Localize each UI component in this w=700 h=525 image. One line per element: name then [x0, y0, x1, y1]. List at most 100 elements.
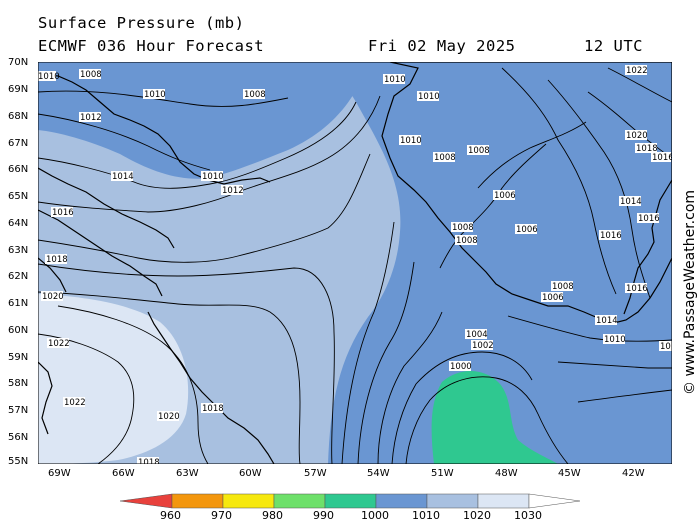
lat-label: 58N — [8, 378, 29, 389]
isobar-label: 1016 — [652, 153, 672, 163]
lat-label: 65N — [8, 191, 29, 202]
scale-label: 1000 — [361, 509, 389, 522]
lon-label: 48W — [495, 468, 518, 479]
lat-label: 56N — [8, 432, 29, 443]
lat-label: 62N — [8, 271, 29, 282]
isobar-label: 1008 — [468, 146, 490, 156]
lon-label: 54W — [367, 468, 390, 479]
lat-label: 61N — [8, 298, 29, 309]
isobar-label: 1022 — [64, 398, 86, 408]
scale-label: 1020 — [463, 509, 491, 522]
isobar-label: 1006 — [494, 191, 516, 201]
isobar-label: 1016 — [626, 284, 648, 294]
lat-label: 70N — [8, 57, 29, 68]
scale-label: 960 — [160, 509, 181, 522]
lon-label: 60W — [239, 468, 262, 479]
credit-watermark: © www.PassageWeather.com — [682, 189, 698, 395]
isobar-label: 1022 — [48, 339, 70, 349]
lat-label: 68N — [8, 111, 29, 122]
scale-swatch-980 — [222, 493, 275, 509]
scale-label: 970 — [211, 509, 232, 522]
scale-swatch-1000 — [324, 493, 377, 509]
pressure-map: 1010 1008 1010 1008 1010 1010 1012 1010 … — [38, 62, 672, 464]
isobar-label: 1008 — [434, 153, 456, 163]
lon-label: 42W — [622, 468, 645, 479]
lat-label: 55N — [8, 456, 29, 467]
isobar-label: 1022 — [626, 66, 648, 76]
isobar-label: 1014 — [620, 197, 642, 207]
scale-swatch-high — [528, 493, 581, 509]
lat-label: 60N — [8, 325, 29, 336]
forecast-time: 12 UTC — [584, 37, 643, 55]
scale-label: 980 — [262, 509, 283, 522]
lat-label: 63N — [8, 245, 29, 256]
isobar-label: 1002 — [472, 341, 494, 351]
isobar-label: 1006 — [516, 225, 538, 235]
isobar-label: 1010 — [400, 136, 422, 146]
scale-label: 1030 — [514, 509, 542, 522]
isobar-label: 1008 — [244, 90, 266, 100]
lat-label: 59N — [8, 352, 29, 363]
lon-label: 45W — [558, 468, 581, 479]
isobar-label: 1008 — [452, 223, 474, 233]
scale-swatch-960 — [119, 493, 173, 509]
isobar-label: 1016 — [52, 208, 74, 218]
isobar-label: 1010 — [38, 72, 60, 82]
scale-swatch-990 — [273, 493, 326, 509]
hudson-strait-coast — [38, 257, 67, 435]
isobar-label: 1010 — [418, 92, 440, 102]
isobar-label: 1020 — [158, 412, 180, 422]
isobar-label: 1014 — [596, 316, 618, 326]
pressure-band-1000-1010-north — [38, 62, 368, 179]
scale-swatch-970 — [171, 493, 224, 509]
baffin-island-coast — [38, 73, 271, 185]
isobar-label: 1018 — [46, 255, 68, 265]
lat-label: 67N — [8, 138, 29, 149]
isobar-label: 1010 — [144, 90, 166, 100]
isobar-label: 1006 — [542, 293, 564, 303]
lon-label: 69W — [48, 468, 71, 479]
lat-label: 66N — [8, 164, 29, 175]
scale-swatch-1030 — [477, 493, 530, 509]
scale-label: 1010 — [412, 509, 440, 522]
model-label: ECMWF 036 Hour Forecast — [38, 37, 265, 55]
isobar-label: 1018 — [636, 144, 658, 154]
pressure-band-990-1000 — [431, 370, 558, 464]
lat-label: 64N — [8, 218, 29, 229]
lon-label: 66W — [112, 468, 135, 479]
isobar-label: 1008 — [80, 70, 102, 80]
scale-swatch-1020 — [426, 493, 479, 509]
baffin-south-coast — [38, 167, 175, 249]
isobar-label: 1004 — [466, 330, 488, 340]
lat-label: 57N — [8, 405, 29, 416]
isobar-label: 1016 — [600, 231, 622, 241]
labrador-coast — [38, 209, 275, 464]
lat-label: 69N — [8, 84, 29, 95]
map-title: Surface Pressure (mb) — [38, 14, 245, 32]
isobar-label: 1014 — [112, 172, 134, 182]
isobar-label: 1008 — [552, 282, 574, 292]
isobar-label: 1010 — [384, 75, 406, 85]
isobar-label: 1020 — [626, 131, 648, 141]
isobar-label: 1020 — [42, 292, 64, 302]
isobar-label: 1010 — [604, 335, 626, 345]
isobar-label: 1010 — [202, 172, 224, 182]
isobar-label: 1012 — [80, 113, 102, 123]
isobar-labels: 1010 1008 1010 1008 1010 1010 1012 1010 … — [38, 65, 672, 464]
isobar-label: 1016 — [638, 214, 660, 224]
isobar-label: 1012 — [222, 186, 244, 196]
isobar-label: 1016 — [660, 342, 672, 352]
scale-swatch-1010 — [375, 493, 428, 509]
isobars — [38, 67, 672, 464]
isobar-label: 1018 — [202, 404, 224, 414]
isobar-label: 1018 — [138, 458, 160, 464]
scale-label: 990 — [313, 509, 334, 522]
lon-label: 63W — [176, 468, 199, 479]
pressure-colorscale — [119, 493, 581, 509]
pressure-band-1020-1030-west — [38, 294, 189, 464]
forecast-date: Fri 02 May 2025 — [368, 37, 516, 55]
isobar-label: 1000 — [450, 362, 472, 372]
lon-label: 57W — [304, 468, 327, 479]
lon-label: 51W — [431, 468, 454, 479]
isobar-label: 1008 — [456, 236, 478, 246]
